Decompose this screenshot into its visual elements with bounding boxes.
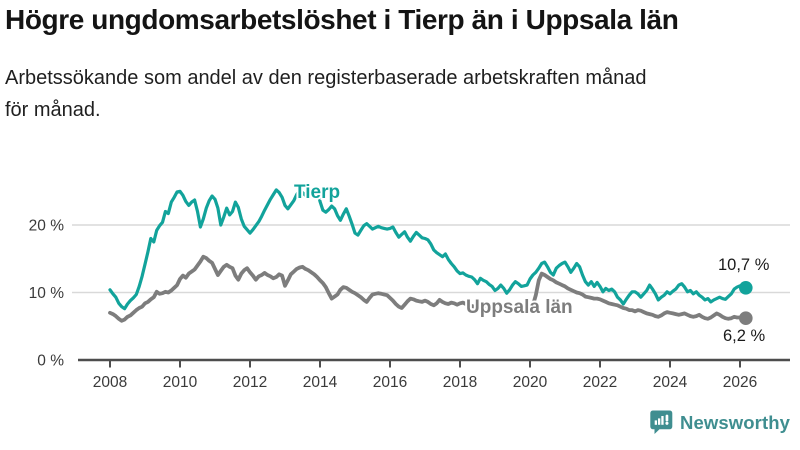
logo-bar-1 xyxy=(654,420,658,425)
uppsala-l-n-line xyxy=(108,254,748,323)
y-tick-label: 0 % xyxy=(37,353,64,370)
x-tick-label: 2012 xyxy=(233,374,267,391)
tierp-end-value-label: 10,7 % xyxy=(718,256,770,274)
y-tick-label: 20 % xyxy=(29,218,65,235)
x-tick-label: 2014 xyxy=(303,374,338,391)
line-chart: 2008 2010 2012 2014 2016 2018 2020 2022 2024 2026… xyxy=(29,180,790,391)
logo-exclamation-dot xyxy=(665,421,669,425)
chart-title: Högre ungdomsarbetslöshet i Tierp än i U… xyxy=(5,4,679,35)
x-tick-label: 2020 xyxy=(513,374,548,391)
uppsala-l-n-end-dot xyxy=(739,311,753,325)
newsworthy-logo-icon xyxy=(650,410,673,434)
logo-bar-3 xyxy=(661,416,664,425)
x-tick-label: 2026 xyxy=(723,374,757,391)
uppsala-l-n-end-value-label: 6,2 % xyxy=(723,327,766,345)
newsworthy-branding: Newsworthy xyxy=(650,410,790,435)
x-tick-label: 2024 xyxy=(653,374,688,391)
uppsala-l-n-series-label: Uppsala län xyxy=(466,297,573,318)
x-tick-label: 2008 xyxy=(93,374,127,391)
logo-exclamation-bar xyxy=(665,414,669,422)
x-tick-label: 2010 xyxy=(163,374,198,391)
tierp-end-dot xyxy=(739,281,753,295)
y-tick-label: 10 % xyxy=(29,285,65,302)
x-tick-label: 2018 xyxy=(443,374,477,391)
newsworthy-logo-text: Newsworthy xyxy=(680,411,790,433)
x-tick-label: 2022 xyxy=(583,374,617,391)
x-tick-label: 2016 xyxy=(373,374,407,391)
tierp-line xyxy=(108,186,748,311)
tierp-series-label: Tierp xyxy=(294,182,340,203)
logo-bar-2 xyxy=(658,418,661,425)
chart-subtitle: Arbetssökande som andel av den registerb… xyxy=(5,67,647,121)
